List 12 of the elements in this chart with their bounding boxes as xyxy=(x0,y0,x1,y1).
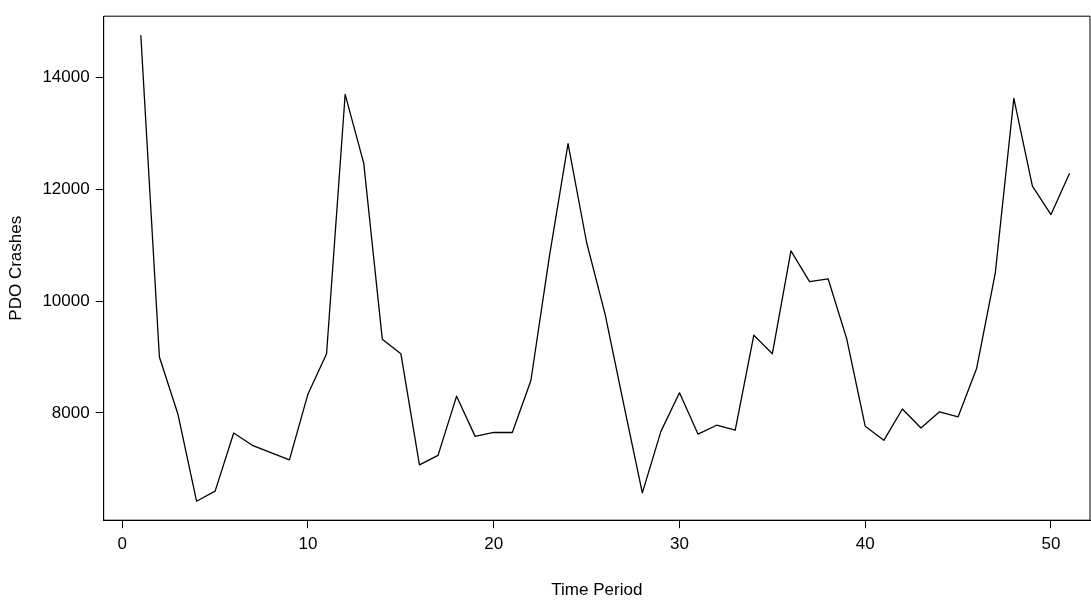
y-tick-label: 14000 xyxy=(42,67,90,87)
y-tick-label: 12000 xyxy=(42,179,90,199)
y-axis-title: PDO Crashes xyxy=(5,215,25,321)
x-tick-label: 20 xyxy=(484,534,504,554)
x-tick-label: 40 xyxy=(855,534,875,554)
x-tick-label: 0 xyxy=(117,534,127,554)
y-tick-label: 10000 xyxy=(42,290,90,310)
x-tick-label: 30 xyxy=(670,534,689,554)
y-tick-label: 8000 xyxy=(51,402,90,422)
x-tick-label: 50 xyxy=(1041,534,1061,554)
x-tick-label: 10 xyxy=(298,534,318,554)
x-axis-title: Time Period xyxy=(551,580,643,600)
